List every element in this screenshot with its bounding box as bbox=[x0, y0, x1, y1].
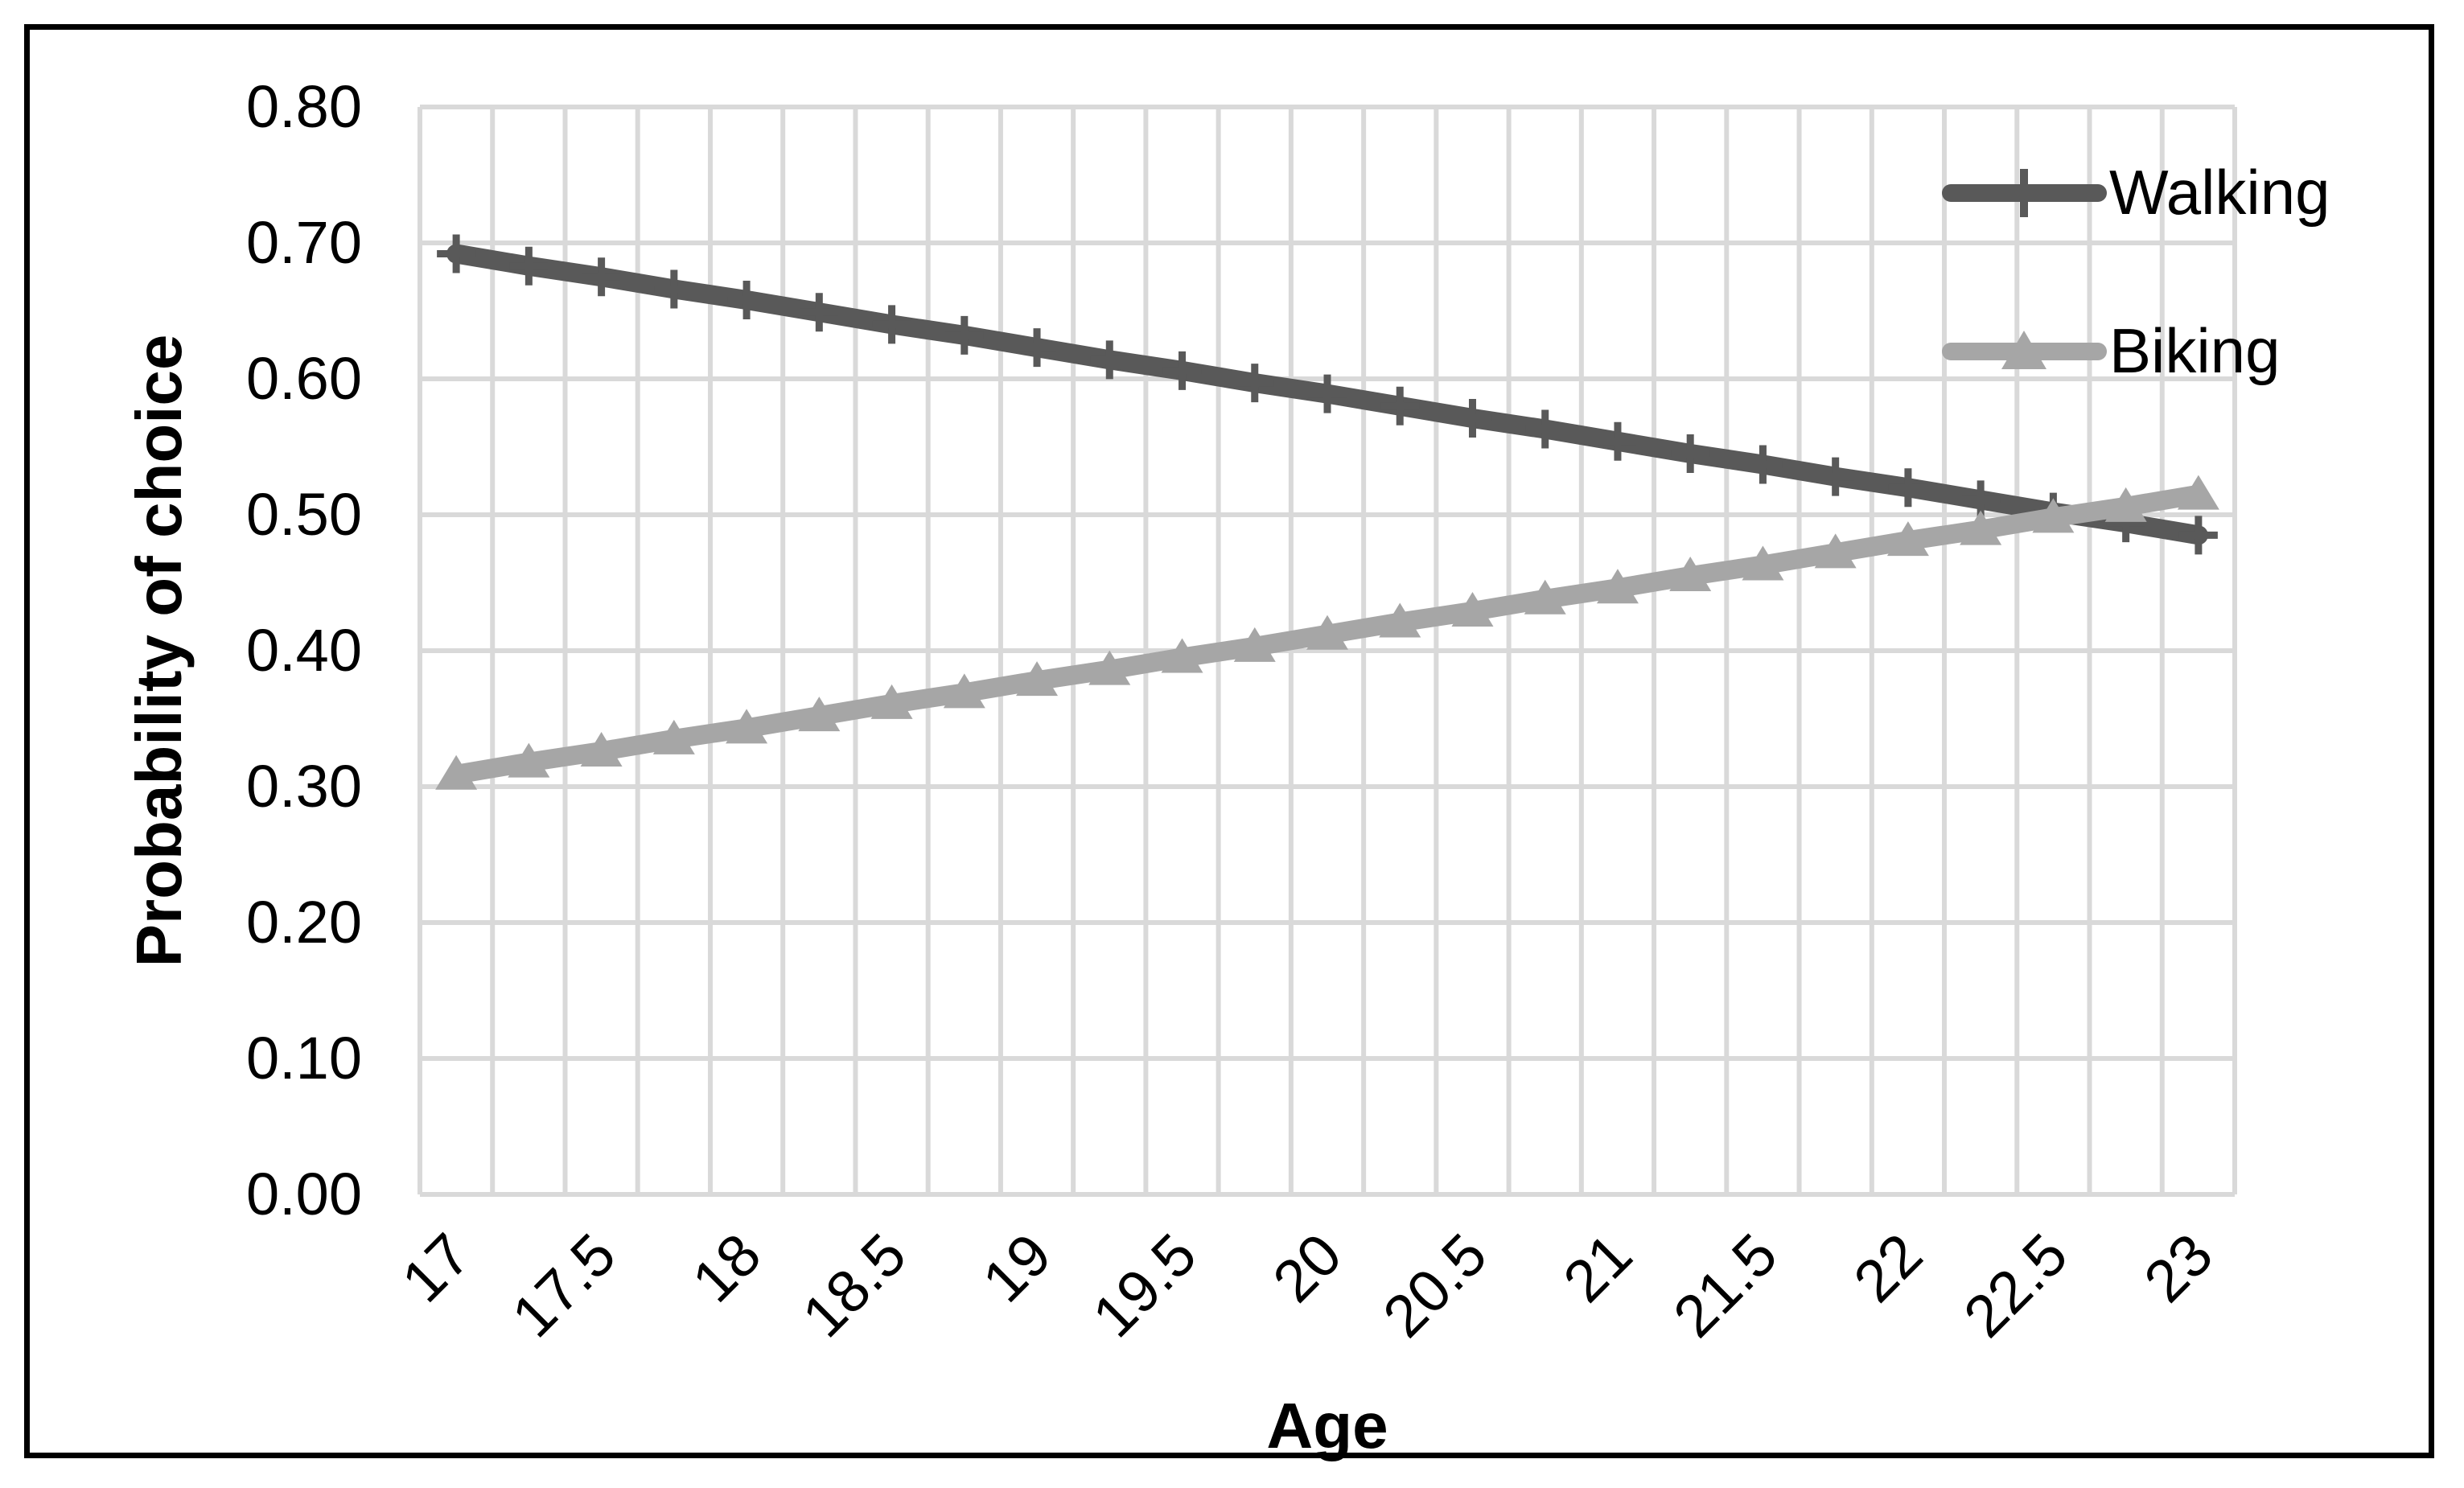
plus-marker-icon bbox=[1816, 457, 1855, 496]
series-biking bbox=[435, 475, 2219, 790]
legend-label-walking: Walking bbox=[2109, 157, 2330, 228]
x-axis-tick-labels: 17 17.5 18 18.5 19 19.5 20 20.5 21 21.5 22 22.5 23 bbox=[389, 1221, 2226, 1350]
triangle-marker-icon bbox=[1379, 602, 1421, 638]
x-tick-label: 20 bbox=[1260, 1221, 1354, 1315]
legend-item-walking: Walking bbox=[1942, 157, 2330, 228]
y-axis-title: Probability of choice bbox=[123, 335, 195, 968]
plus-marker-icon bbox=[509, 246, 549, 286]
triangle-marker-icon bbox=[2177, 475, 2219, 510]
x-axis-title: Age bbox=[1266, 1390, 1388, 1461]
triangle-marker-icon bbox=[1088, 650, 1131, 685]
y-tick-label: 0.70 bbox=[246, 209, 362, 276]
triangle-marker-icon bbox=[1814, 533, 1857, 569]
plus-marker-icon bbox=[1308, 374, 1347, 413]
y-tick-label: 0.30 bbox=[246, 753, 362, 820]
y-tick-label: 0.20 bbox=[246, 889, 362, 956]
y-tick-label: 0.10 bbox=[246, 1025, 362, 1091]
plus-marker-icon bbox=[944, 315, 984, 355]
walking-plus-marker-icon bbox=[2000, 169, 2048, 217]
triangle-marker-icon bbox=[1669, 557, 1712, 592]
x-tick-label: 17.5 bbox=[499, 1221, 628, 1350]
x-tick-label: 18 bbox=[680, 1221, 774, 1315]
triangle-marker-icon bbox=[1596, 569, 1639, 604]
y-axis-tick-labels: 0.00 0.10 0.20 0.30 0.40 0.50 0.60 0.70 0.80 bbox=[246, 73, 362, 1227]
plus-marker-icon bbox=[1380, 386, 1420, 425]
series-walking bbox=[437, 234, 2218, 555]
plus-marker-icon bbox=[727, 280, 767, 319]
plus-marker-icon bbox=[437, 234, 476, 273]
triangle-marker-icon bbox=[1451, 591, 1494, 627]
figure-border bbox=[24, 24, 2434, 1458]
y-tick-label: 0.00 bbox=[246, 1161, 362, 1227]
x-tick-label: 20.5 bbox=[1370, 1221, 1499, 1350]
plus-marker-icon bbox=[2178, 516, 2218, 555]
triangle-marker-icon bbox=[943, 673, 985, 709]
x-tick-label: 22.5 bbox=[1951, 1221, 2080, 1350]
triangle-marker-icon bbox=[798, 697, 841, 732]
triangle-marker-icon bbox=[1233, 627, 1276, 662]
plus-marker-icon bbox=[1235, 364, 1274, 403]
x-tick-label: 17 bbox=[389, 1221, 483, 1315]
triangle-marker-icon bbox=[580, 732, 623, 767]
plus-marker-icon bbox=[1525, 409, 1565, 449]
triangle-marker-icon bbox=[1306, 615, 1348, 650]
plus-marker-icon bbox=[654, 269, 693, 309]
plus-marker-icon bbox=[582, 257, 621, 297]
x-tick-label: 21.5 bbox=[1660, 1221, 1790, 1350]
x-tick-label: 18.5 bbox=[789, 1221, 919, 1350]
plus-marker-icon bbox=[1090, 340, 1129, 380]
triangle-marker-icon bbox=[435, 754, 478, 790]
y-tick-label: 0.60 bbox=[246, 345, 362, 412]
plus-marker-icon bbox=[1743, 445, 1783, 484]
triangle-marker-icon bbox=[2104, 487, 2147, 522]
series-layer bbox=[435, 234, 2219, 790]
plus-marker-icon bbox=[1598, 421, 1637, 461]
triangle-marker-icon bbox=[508, 742, 550, 778]
plus-marker-icon bbox=[1453, 399, 1492, 438]
triangle-marker-icon bbox=[652, 719, 695, 754]
triangle-marker-icon bbox=[1742, 545, 1784, 581]
x-tick-label: 21 bbox=[1550, 1221, 1644, 1315]
biking-triangle-marker-icon bbox=[2001, 331, 2046, 369]
x-tick-label: 23 bbox=[2131, 1221, 2225, 1315]
triangle-marker-icon bbox=[726, 709, 768, 744]
gridlines bbox=[418, 105, 2237, 1197]
triangle-marker-icon bbox=[1161, 638, 1203, 673]
plus-marker-icon bbox=[1162, 351, 1202, 390]
triangle-marker-icon bbox=[1886, 521, 1929, 557]
plus-marker-icon bbox=[1888, 468, 1927, 508]
plus-marker-icon bbox=[1018, 328, 1057, 368]
triangle-marker-icon bbox=[2032, 498, 2075, 533]
legend-label-biking: Biking bbox=[2109, 315, 2280, 386]
x-tick-label: 19 bbox=[969, 1221, 1063, 1315]
y-tick-label: 0.80 bbox=[246, 73, 362, 140]
x-tick-label: 19.5 bbox=[1080, 1221, 1209, 1350]
plus-marker-icon bbox=[872, 305, 911, 344]
y-tick-label: 0.40 bbox=[246, 617, 362, 684]
y-tick-label: 0.50 bbox=[246, 481, 362, 548]
legend: Walking Biking bbox=[1942, 157, 2330, 386]
x-tick-label: 22 bbox=[1841, 1221, 1935, 1315]
triangle-marker-icon bbox=[1960, 510, 2002, 545]
plus-marker-icon bbox=[800, 293, 839, 332]
triangle-marker-icon bbox=[1016, 661, 1059, 697]
legend-item-biking: Biking bbox=[1942, 315, 2280, 386]
triangle-marker-icon bbox=[1524, 579, 1566, 615]
plus-marker-icon bbox=[1671, 434, 1710, 473]
triangle-marker-icon bbox=[870, 684, 913, 719]
